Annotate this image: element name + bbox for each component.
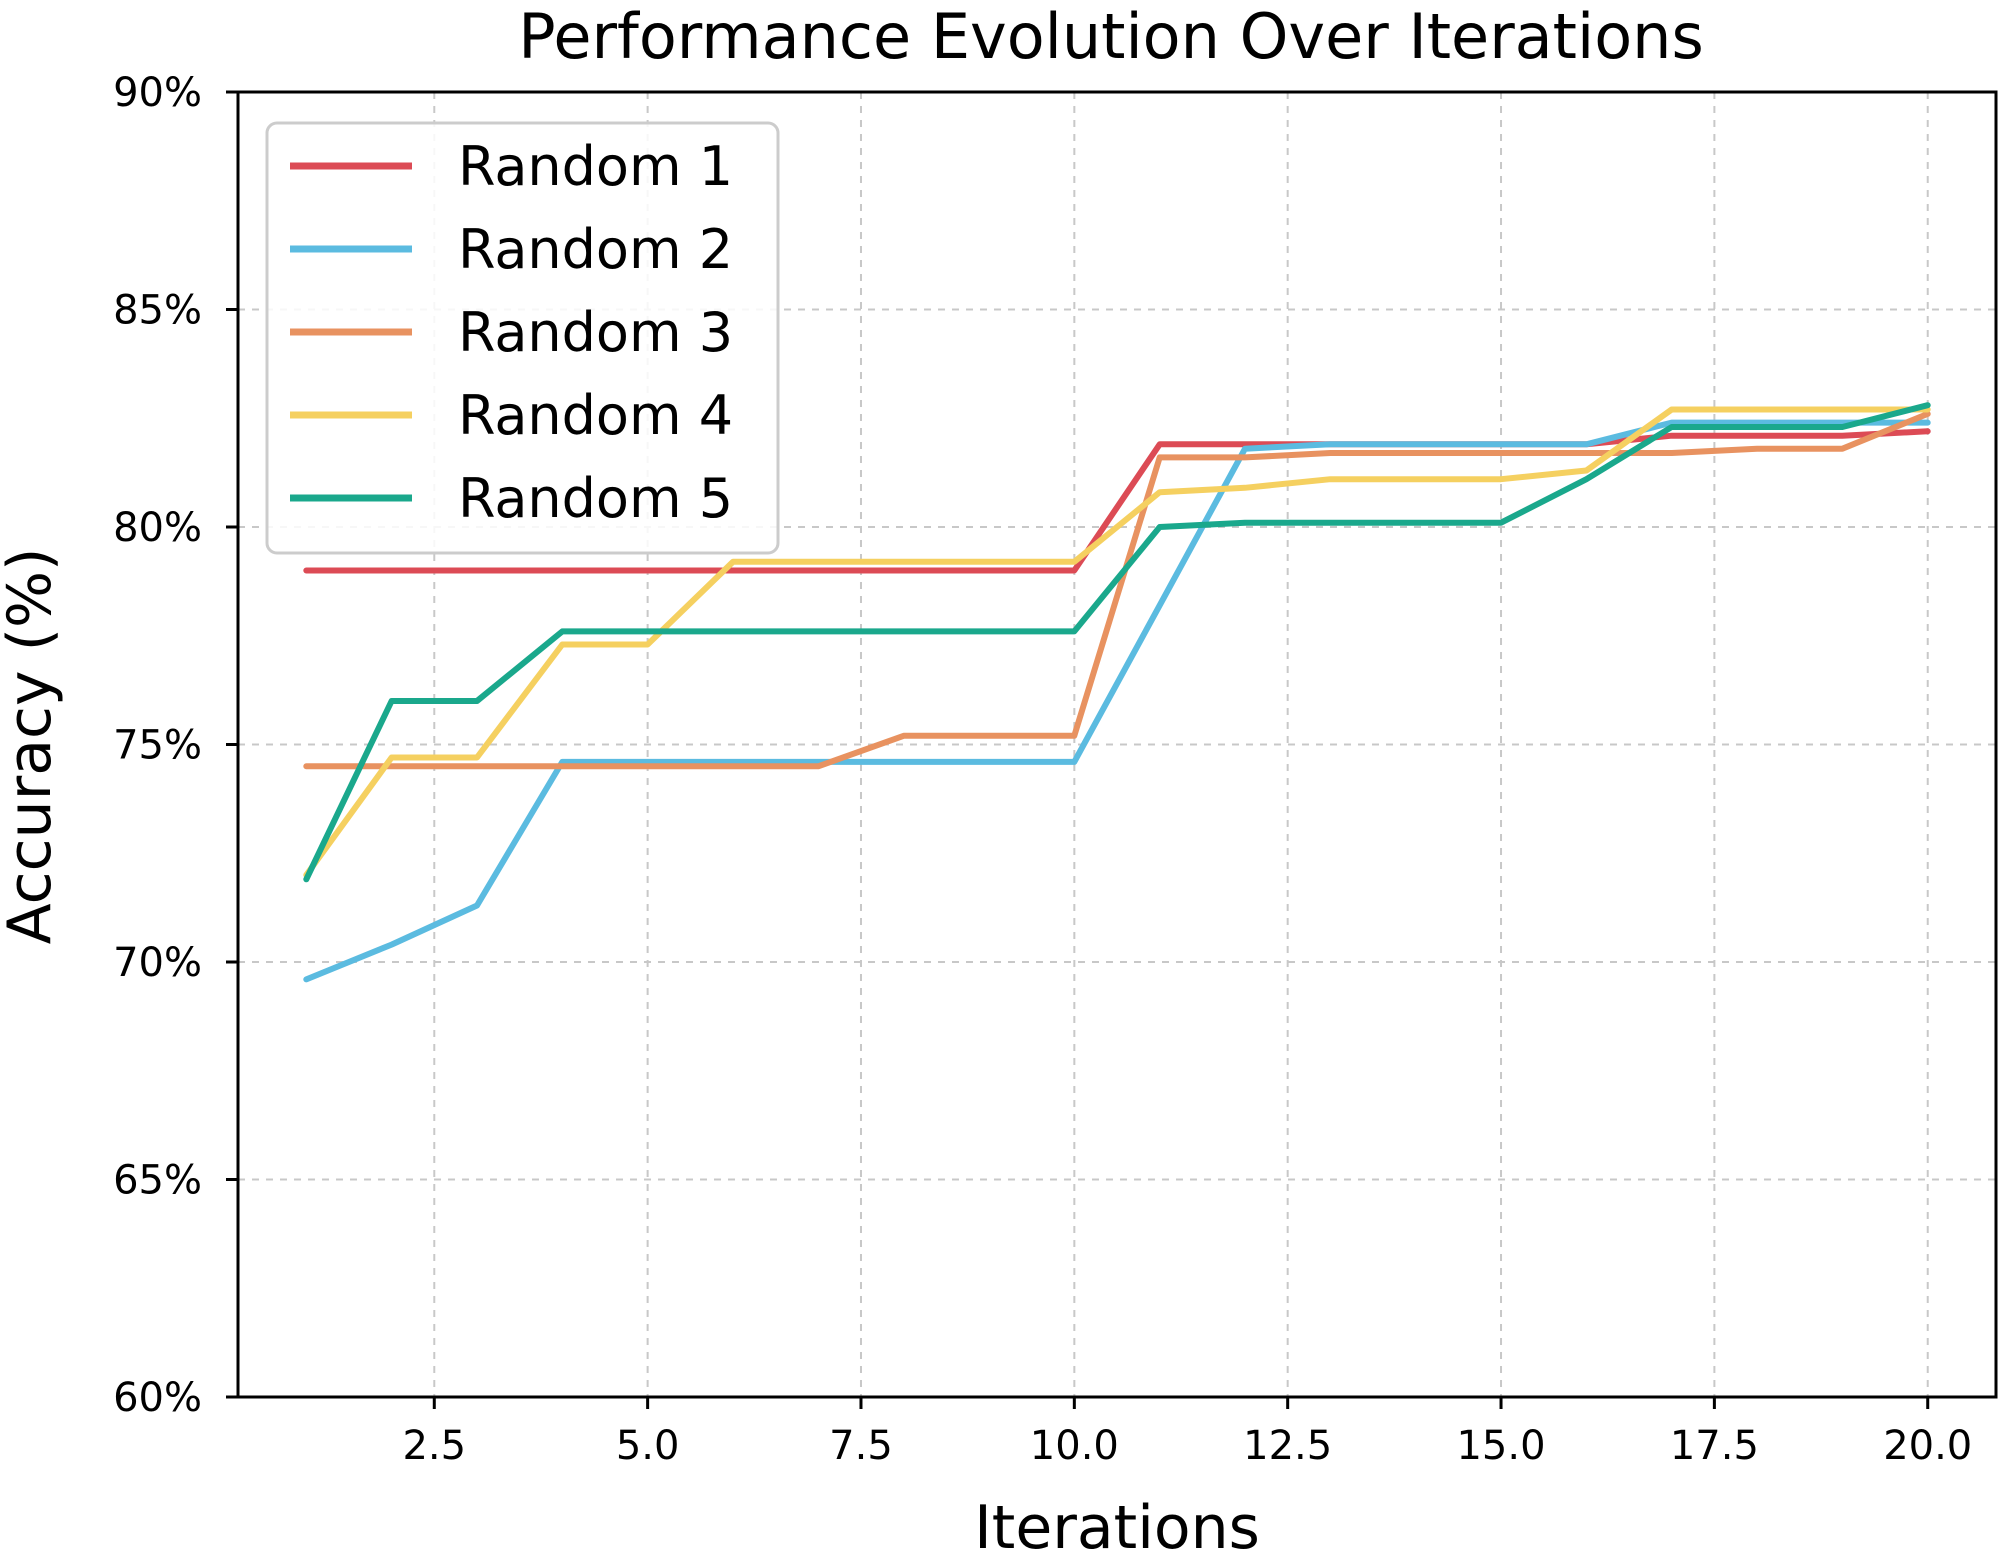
tick-layer: 2.5 5.0 7.5 10.0 12.5 15.0 17.5 20.0 60% 65% 70% 75… [113, 70, 1972, 1469]
x-axis-label: Iterations [974, 1493, 1260, 1555]
x-tick-label: 7.5 [829, 1423, 893, 1469]
series-line-random-2 [303, 419, 1931, 983]
legend-label-random-1: Random 1 [458, 135, 733, 198]
y-tick-label: 80% [113, 505, 202, 551]
y-axis-label: Accuracy (%) [0, 548, 65, 945]
y-tick-label: 65% [113, 1158, 202, 1204]
x-tick-label: 5.0 [616, 1423, 680, 1469]
y-tick-label: 70% [113, 940, 202, 986]
x-tick-label: 20.0 [1883, 1423, 1972, 1469]
x-tick-label: 2.5 [402, 1423, 466, 1469]
legend-box [265, 121, 780, 555]
x-tick-label: 10.0 [1030, 1423, 1119, 1469]
legend-label-random-3: Random 3 [458, 301, 733, 364]
series-line-random-3 [303, 410, 1931, 770]
legend-label-random-4: Random 4 [458, 384, 733, 447]
legend-label-random-2: Random 2 [458, 218, 733, 281]
x-tick-label: 15.0 [1456, 1423, 1545, 1469]
y-tick-label: 90% [113, 70, 202, 116]
chart-title: Performance Evolution Over Iterations [518, 0, 1704, 73]
legend-items: Random 1 Random 2 Random 3 Random 4 Random 5 [290, 135, 733, 530]
y-tick-label: 60% [113, 1375, 202, 1421]
y-tick-label: 75% [113, 723, 202, 769]
series-layer [303, 402, 1931, 983]
legend: Random 1 Random 2 Random 3 Random 4 Random 5 [265, 121, 780, 555]
y-tick-label: 85% [113, 288, 202, 334]
legend-label-random-5: Random 5 [458, 467, 733, 530]
series-line-random-5 [303, 402, 1931, 883]
x-tick-label: 12.5 [1243, 1423, 1332, 1469]
series-line-random-4 [303, 406, 1931, 878]
x-tick-label: 17.5 [1670, 1423, 1759, 1469]
